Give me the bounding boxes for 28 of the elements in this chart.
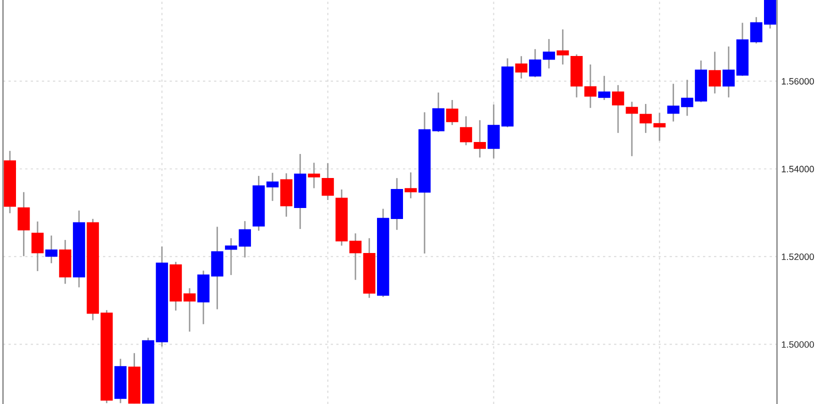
candlestick bbox=[722, 46, 735, 98]
candlestick bbox=[515, 55, 528, 80]
y-tick-label: 1.54000 bbox=[782, 166, 814, 172]
candlestick bbox=[322, 162, 334, 201]
candlestick bbox=[404, 172, 417, 199]
candlestick bbox=[18, 191, 30, 257]
y-tick-label: 1.56000 bbox=[782, 78, 814, 85]
candlestick bbox=[45, 234, 58, 264]
candlestick bbox=[626, 101, 638, 157]
candlestick bbox=[446, 99, 458, 126]
candlestick bbox=[238, 220, 251, 258]
candlestick bbox=[460, 116, 472, 146]
y-tick-label: 1.50000 bbox=[782, 341, 814, 348]
y-tick-label: 1.52000 bbox=[782, 254, 814, 260]
candlestick bbox=[308, 162, 320, 189]
candlestick bbox=[708, 51, 721, 94]
candlestick bbox=[474, 119, 486, 158]
candlestick bbox=[584, 64, 596, 109]
candlestick bbox=[349, 232, 362, 281]
candlestick bbox=[598, 75, 610, 101]
candlestick bbox=[488, 104, 500, 160]
candlestick bbox=[612, 84, 624, 134]
candlestick bbox=[542, 38, 556, 70]
candlestick bbox=[224, 237, 238, 276]
candlestick bbox=[31, 220, 44, 272]
candlestick bbox=[529, 48, 542, 78]
candlestick bbox=[556, 28, 569, 66]
candlestick bbox=[432, 92, 444, 133]
